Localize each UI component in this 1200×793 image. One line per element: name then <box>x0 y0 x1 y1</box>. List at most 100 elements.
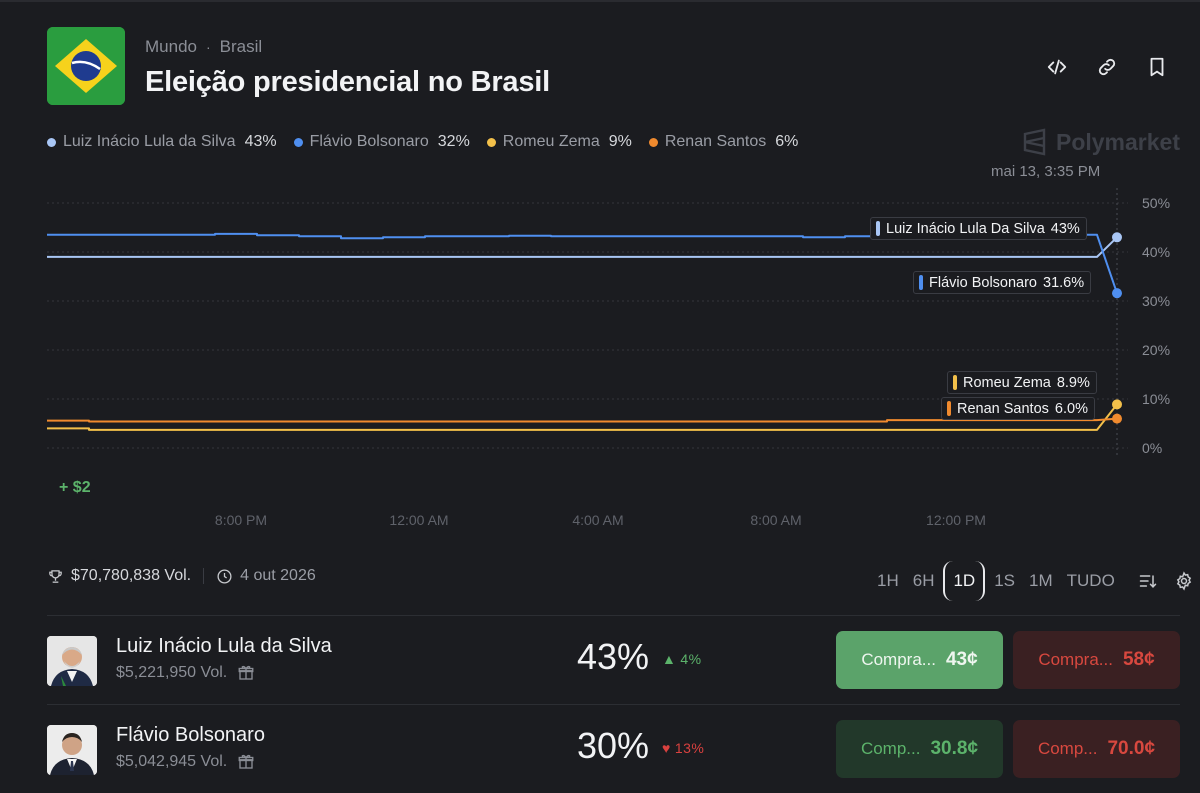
range-1h[interactable]: 1H <box>877 571 899 590</box>
buy-yes-price: 43¢ <box>945 649 978 670</box>
buy-no-label: Compra... <box>1038 650 1113 669</box>
outcome-change-value: 13% <box>674 740 705 756</box>
buy-no-button[interactable]: Comp... 70.0¢ <box>1013 720 1180 778</box>
breadcrumb: Mundo · Brasil <box>145 37 262 57</box>
y-tick-label: 50% <box>1142 195 1170 211</box>
legend-name: Renan Santos <box>664 133 767 150</box>
trophy-icon <box>49 569 62 583</box>
legend-pct: 9% <box>608 133 632 150</box>
legend-name: Romeu Zema <box>502 133 600 150</box>
avatar <box>47 725 97 775</box>
triangle-up-icon: ▲ <box>662 651 677 667</box>
outcome-change-value: 4% <box>680 651 702 667</box>
outcome-volume-value: $5,221,950 Vol. <box>116 664 228 681</box>
page-title: Eleição presidencial no Brasil <box>145 66 550 98</box>
bookmark-button[interactable] <box>1144 54 1170 80</box>
outcome-name[interactable]: Luiz Inácio Lula da Silva <box>116 635 332 657</box>
legend-item-lula[interactable]: Luiz Inácio Lula da Silva 43% <box>47 133 277 151</box>
price-chart[interactable]: 50% 40% 30% 20% 10% 0% 8:00 PM 12:00 AM 4:00 AM 8… <box>0 180 1200 535</box>
buy-yes-button[interactable]: Comp... 30.8¢ <box>836 720 1003 778</box>
polymarket-logo-icon <box>1023 128 1046 156</box>
series-label-value: 43% <box>1050 220 1080 237</box>
y-tick-label: 30% <box>1142 293 1170 309</box>
series-label-santos: Renan Santos 6.0% <box>941 397 1095 420</box>
end-date-value: 4 out 2026 <box>240 567 316 584</box>
brazil-flag-icon <box>47 27 125 105</box>
legend-pct: 43% <box>244 133 277 150</box>
outcome-probability: 43% <box>577 636 650 677</box>
series-label-value: 31.6% <box>1043 274 1085 291</box>
buy-yes-price: 30.8¢ <box>930 738 979 759</box>
gift-icon[interactable] <box>237 664 255 682</box>
legend-swatch <box>293 137 303 147</box>
series-end-dot <box>1112 232 1122 243</box>
buy-yes-button[interactable]: Compra... 43¢ <box>836 631 1003 689</box>
range-1m[interactable]: 1M <box>1029 571 1053 590</box>
total-volume-value: $70,780,838 Vol. <box>71 567 192 584</box>
chart-legend: Luiz Inácio Lula da Silva 43% Flávio Bol… <box>47 133 798 151</box>
top-border <box>0 0 1200 2</box>
hover-timestamp: mai 13, 3:35 PM <box>991 163 1101 180</box>
buy-no-button[interactable]: Compra... 58¢ <box>1013 631 1180 689</box>
series-label-name: Renan Santos <box>957 400 1049 417</box>
series-label-marker <box>876 221 880 236</box>
legend-swatch <box>47 137 56 147</box>
legend-swatch <box>648 137 658 147</box>
bookmark-icon <box>1150 57 1164 77</box>
legend-item-flavio[interactable]: Flávio Bolsonaro 32% <box>293 133 470 151</box>
outcome-probability: 30% <box>577 725 650 766</box>
outcome-change: ♥ 13% <box>662 740 704 756</box>
series-label-flavio: Flávio Bolsonaro 31.6% <box>913 271 1092 294</box>
market-stats: $70,780,838 Vol. 4 out 2026 <box>47 567 316 585</box>
outcome-volume: $5,221,950 Vol. <box>116 664 255 682</box>
clock-icon <box>217 568 232 584</box>
buy-no-price: 58¢ <box>1122 649 1155 670</box>
series-line <box>47 236 1118 258</box>
y-tick-label: 20% <box>1142 342 1170 358</box>
breadcrumb-separator: · <box>205 39 211 55</box>
sort-icon <box>1139 575 1157 588</box>
outcome-row-flavio[interactable]: Flávio Bolsonaro $5,042,945 Vol. 30% ♥ 1… <box>47 705 1180 793</box>
series-label-marker <box>953 375 957 390</box>
legend-name: Flávio Bolsonaro <box>309 133 429 150</box>
legend-item-zema[interactable]: Romeu Zema 9% <box>486 133 632 151</box>
sort-button[interactable] <box>1134 571 1162 591</box>
legend-pct: 6% <box>775 133 799 150</box>
range-all[interactable]: TUDO <box>1066 571 1115 590</box>
x-tick-label: 8:00 AM <box>750 512 801 528</box>
code-icon <box>1047 59 1067 75</box>
series-line <box>47 403 1118 431</box>
series-label-value: 6.0% <box>1054 400 1088 417</box>
range-1d[interactable]: 1D <box>943 561 986 601</box>
series-line <box>47 417 1118 423</box>
y-tick-label: 0% <box>1142 440 1162 456</box>
range-1s[interactable]: 1S <box>994 571 1015 590</box>
outcome-name[interactable]: Flávio Bolsonaro <box>116 724 265 746</box>
x-tick-label: 12:00 PM <box>926 512 986 528</box>
outcome-volume: $5,042,945 Vol. <box>116 753 255 771</box>
copy-link-button[interactable] <box>1094 54 1120 80</box>
series-label-value: 8.9% <box>1056 374 1090 391</box>
settings-button[interactable] <box>1170 571 1198 591</box>
breadcrumb-world[interactable]: Mundo <box>145 37 197 56</box>
link-icon <box>1098 58 1116 76</box>
embed-button[interactable] <box>1044 54 1070 80</box>
avatar <box>47 636 97 686</box>
legend-swatch <box>486 137 496 147</box>
gear-icon <box>1176 571 1191 591</box>
series-label-marker <box>919 275 923 290</box>
breadcrumb-brazil[interactable]: Brasil <box>219 37 263 56</box>
total-volume: $70,780,838 Vol. <box>47 567 203 585</box>
header-actions <box>1044 54 1170 80</box>
outcome-row-lula[interactable]: Luiz Inácio Lula da Silva $5,221,950 Vol… <box>47 616 1180 704</box>
range-6h[interactable]: 6H <box>912 571 935 590</box>
gift-icon[interactable] <box>237 753 255 771</box>
legend-pct: 32% <box>437 133 470 150</box>
series-end-dot <box>1112 288 1122 299</box>
series-label-name: Luiz Inácio Lula Da Silva <box>886 220 1045 237</box>
heart-down-icon: ♥ <box>662 740 671 756</box>
buy-yes-label: Compra... <box>861 650 936 669</box>
x-tick-label: 8:00 PM <box>215 512 267 528</box>
portfolio-gain: + $2 <box>59 479 91 496</box>
legend-item-santos[interactable]: Renan Santos 6% <box>648 133 799 151</box>
